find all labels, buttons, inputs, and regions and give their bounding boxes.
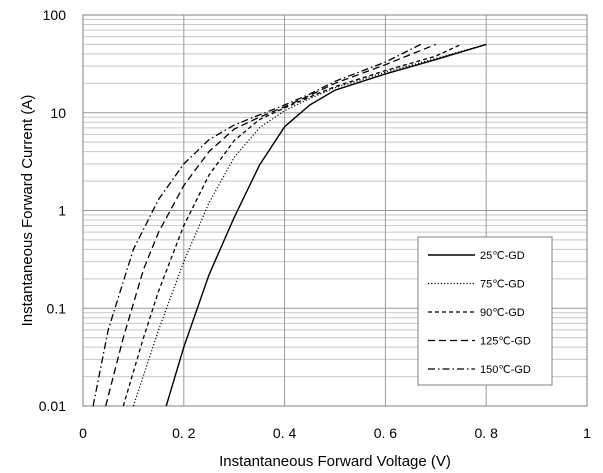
legend-label-2: 90℃-GD bbox=[480, 307, 525, 319]
legend-label-4: 150℃-GD bbox=[480, 364, 531, 376]
series-line-0 bbox=[165, 43, 487, 407]
y-axis-tick-labels: 0.01 0.1 1 10 100 bbox=[39, 7, 66, 414]
plot-area-frame bbox=[82, 14, 588, 407]
x-tick-label: 0. 8 bbox=[475, 425, 499, 441]
legend-label-0: 25℃-GD bbox=[480, 250, 525, 262]
x-axis-label: Instantaneous Forward Voltage (V) bbox=[219, 453, 451, 470]
y-tick-label: 0.01 bbox=[39, 398, 66, 414]
x-tick-label: 0. 4 bbox=[273, 425, 297, 441]
series-line-2 bbox=[122, 43, 462, 407]
y-tick-label: 0.1 bbox=[47, 300, 67, 316]
y-tick-label: 10 bbox=[50, 105, 66, 121]
x-axis-tick-labels: 0 0. 2 0. 4 0. 6 0. 8 1 bbox=[79, 425, 591, 441]
series-line-3 bbox=[105, 43, 437, 407]
series-lines bbox=[92, 43, 487, 407]
x-tick-label: 1 bbox=[583, 425, 591, 441]
legend: 25℃-GD 75℃-GD 90℃-GD 125℃-GD 150℃-GD bbox=[417, 236, 553, 386]
x-tick-label: 0. 2 bbox=[172, 425, 196, 441]
legend-label-3: 125℃-GD bbox=[480, 336, 531, 348]
y-tick-label: 1 bbox=[58, 203, 66, 219]
x-tick-label: 0. 6 bbox=[374, 425, 398, 441]
x-tick-label: 0 bbox=[79, 425, 87, 441]
y-axis-label: Instantaneous Forward Current (A) bbox=[19, 95, 36, 327]
y-tick-label: 100 bbox=[43, 7, 67, 23]
legend-label-1: 75℃-GD bbox=[480, 279, 525, 291]
series-line-4 bbox=[92, 43, 421, 407]
legend-box bbox=[417, 236, 553, 386]
series-line-1 bbox=[132, 43, 487, 407]
